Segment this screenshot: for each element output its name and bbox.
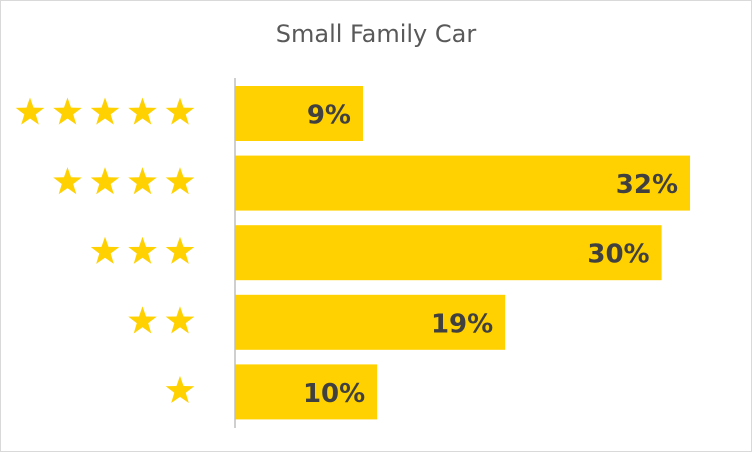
star-icon xyxy=(165,375,195,404)
chart-title: Small Family Car xyxy=(275,20,477,48)
bar-5 xyxy=(235,364,378,420)
data-label-3: 30% xyxy=(587,240,649,270)
category-label-1 xyxy=(15,97,195,125)
star-icon xyxy=(15,97,45,125)
star-icon xyxy=(165,306,195,334)
star-icon xyxy=(128,97,157,125)
star-icon xyxy=(90,167,120,195)
bar-4 xyxy=(235,294,506,350)
star-icon xyxy=(90,236,120,264)
category-label-5 xyxy=(165,375,195,404)
bar-2 xyxy=(235,155,691,211)
category-label-2 xyxy=(53,167,195,195)
star-icon xyxy=(165,97,195,125)
category-label-4 xyxy=(128,306,195,334)
data-label-4: 19% xyxy=(431,309,493,339)
data-label-5: 10% xyxy=(303,379,365,409)
data-label-1: 9% xyxy=(307,101,351,131)
star-icon xyxy=(53,97,82,125)
star-icon xyxy=(165,236,195,264)
star-icon xyxy=(90,97,120,125)
bar-3 xyxy=(235,225,662,281)
category-label-3 xyxy=(90,236,195,264)
star-icon xyxy=(128,236,157,264)
star-icon xyxy=(165,167,195,195)
star-icon xyxy=(128,306,157,334)
star-icon xyxy=(128,167,157,195)
bar-1 xyxy=(235,86,363,141)
data-label-2: 32% xyxy=(616,170,678,200)
star-icon xyxy=(53,167,82,195)
